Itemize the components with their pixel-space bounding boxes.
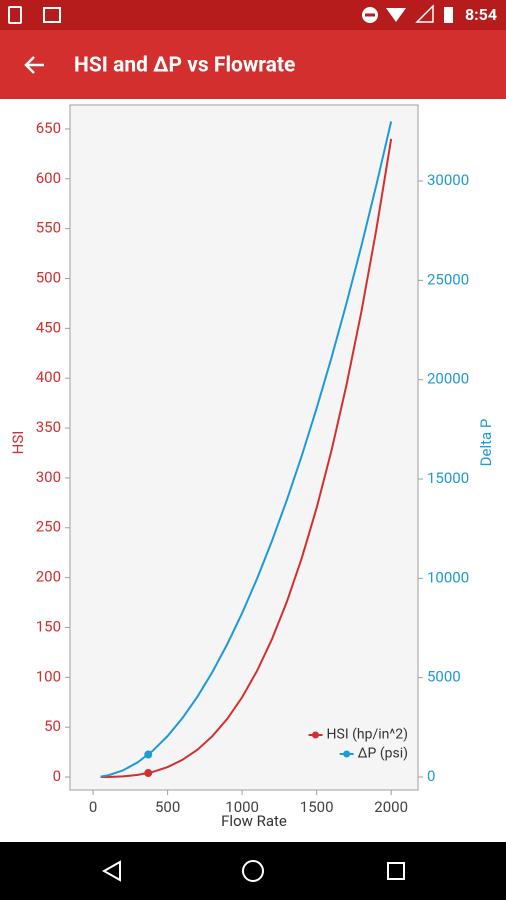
y-tick-label: 100 [36,667,61,685]
y2-axis-label: Delta P [477,419,495,467]
series-marker [144,769,153,778]
dnd-bar [365,13,375,17]
series-line [100,138,393,779]
app-title: HSI and ΔP vs Flowrate [74,54,295,78]
nav-bar [0,842,506,900]
y-tick-label: 400 [36,368,61,386]
status-bar [0,0,506,30]
nav-recents[interactable] [387,862,405,880]
y-axis-label: HSI [9,431,27,455]
y-tick-label: 250 [36,518,61,536]
y-tick-label: 200 [36,568,61,586]
nav-back[interactable] [101,860,121,882]
legend-label: HSI (hp/in^2) [327,727,408,743]
battery-icon [444,7,453,23]
back-button[interactable] [24,56,44,74]
nav-home[interactable] [242,860,264,882]
y-tick-label: 50 [44,717,61,735]
legend-dot [343,750,351,758]
series-line [100,121,393,778]
clock: 8:54 [465,5,497,24]
y-tick-label: 600 [36,169,61,187]
y2-tick-label: 5000 [427,668,461,686]
notification-icon [8,6,22,24]
y2-tick-label: 30000 [427,171,469,189]
y-tick-label: 500 [36,268,61,286]
wifi-icon [386,8,406,22]
y2-tick-label: 25000 [427,270,469,288]
y-tick-label: 0 [53,767,61,785]
legend-label: ΔP (psi) [358,746,408,762]
y-tick-label: 650 [36,119,61,137]
y2-tick-label: 15000 [427,469,469,487]
app-bar [0,30,506,99]
x-tick-label: 1500 [300,798,334,816]
chart: 0 500 1000 1500 2000050100150200250300350400… [9,104,495,830]
image-icon [43,7,61,23]
legend-dot [312,731,320,739]
y2-tick-label: 20000 [427,370,469,388]
y-tick-label: 450 [36,318,61,336]
series-marker [144,750,153,759]
y2-tick-label: 0 [427,767,435,785]
x-tick-label: 2000 [374,798,408,816]
x-tick-label: 500 [155,798,180,816]
y-tick-label: 300 [36,468,61,486]
y-tick-label: 150 [36,617,61,635]
y-tick-label: 550 [36,219,61,237]
y2-tick-label: 10000 [427,568,469,586]
x-tick-label: 1000 [225,798,259,816]
x-tick-label: 0 [89,798,97,816]
signal-icon [415,4,434,23]
plot-area [69,104,419,791]
x-axis-label: Flow Rate [221,812,287,830]
y-tick-label: 350 [36,418,61,436]
